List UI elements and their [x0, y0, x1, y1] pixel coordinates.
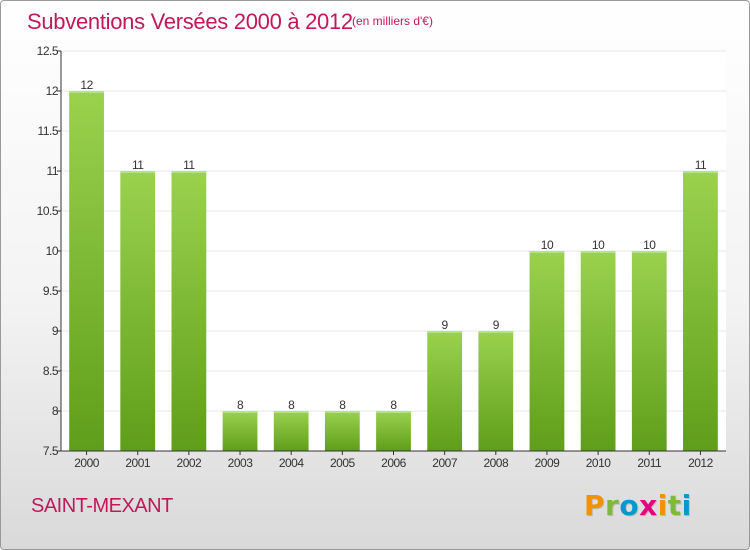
bar: [529, 251, 565, 451]
logo-letter: r: [605, 489, 620, 522]
x-tick-label: 2012: [688, 456, 714, 470]
commune-name: SAINT-MEXANT: [31, 495, 173, 517]
x-tick-label: 2006: [381, 456, 407, 470]
x-tick-label: 2009: [535, 456, 561, 470]
proxiti-logo: Proxiti: [584, 489, 692, 522]
value-label: 8: [339, 398, 346, 412]
bar: [324, 411, 360, 451]
x-tick-label: 2000: [74, 456, 100, 470]
value-label: 12: [80, 78, 93, 92]
bar-highlight: [171, 171, 207, 173]
bar: [120, 171, 156, 451]
bar: [222, 411, 258, 451]
y-tick-label: 10: [46, 244, 59, 258]
bar-highlight: [273, 411, 309, 413]
value-label: 11: [183, 158, 195, 172]
bar-highlight: [529, 251, 565, 253]
logo-letter: i: [657, 489, 668, 522]
bar: [683, 171, 718, 451]
bar-highlight: [376, 411, 411, 413]
x-tick-label: 2002: [177, 456, 203, 470]
x-tick-label: 2004: [279, 456, 305, 470]
bar-highlight: [631, 251, 667, 253]
value-label: 10: [592, 238, 605, 252]
x-tick-label: 2007: [432, 456, 458, 470]
value-label: 11: [132, 158, 144, 172]
x-tick-label: 2003: [228, 456, 254, 470]
bar-highlight: [683, 171, 718, 173]
value-label: 9: [493, 318, 500, 332]
x-tick-label: 2011: [637, 456, 662, 470]
logo-letter: t: [667, 489, 682, 522]
y-tick-label: 10.5: [37, 204, 59, 218]
y-tick-label: 11.5: [38, 124, 59, 138]
y-tick-label: 7.5: [43, 444, 59, 458]
y-tick-label: 8: [52, 404, 59, 418]
bar: [631, 251, 667, 451]
y-tick-label: 11: [47, 164, 59, 178]
x-tick-label: 2010: [586, 456, 612, 470]
value-label: 8: [237, 398, 244, 412]
y-tick-label: 8.5: [43, 364, 59, 378]
y-tick-label: 12: [46, 84, 59, 98]
bar-highlight: [120, 171, 156, 173]
chart-subtitle: (en milliers d'€): [352, 14, 433, 28]
y-tick-label: 9: [52, 324, 59, 338]
bar-highlight: [324, 411, 360, 413]
bar: [69, 91, 104, 451]
bar-highlight: [222, 411, 258, 413]
chart-title: Subventions Versées 2000 à 2012: [27, 9, 353, 34]
logo-letter: P: [584, 489, 606, 522]
bar: [273, 411, 309, 451]
bar-highlight: [580, 251, 616, 253]
value-label: 10: [541, 238, 554, 252]
bar-highlight: [427, 331, 463, 333]
y-tick-label: 9.5: [43, 284, 59, 298]
logo-letter: i: [681, 489, 692, 522]
y-tick-label: 12.5: [37, 44, 59, 58]
value-label: 8: [288, 398, 295, 412]
bar: [478, 331, 514, 451]
value-label: 10: [643, 238, 656, 252]
logo-letter: o: [619, 489, 640, 522]
x-tick-label: 2001: [125, 456, 151, 470]
bar: [427, 331, 463, 451]
bar: [376, 411, 411, 451]
value-label: 9: [442, 318, 449, 332]
bar: [580, 251, 616, 451]
value-label: 8: [390, 398, 397, 412]
x-tick-label: 2005: [330, 456, 356, 470]
bar: [171, 171, 207, 451]
x-tick-label: 2008: [483, 456, 509, 470]
bar-highlight: [69, 91, 104, 93]
bar-highlight: [478, 331, 514, 333]
value-label: 11: [695, 158, 707, 172]
logo-letter: x: [639, 489, 658, 522]
